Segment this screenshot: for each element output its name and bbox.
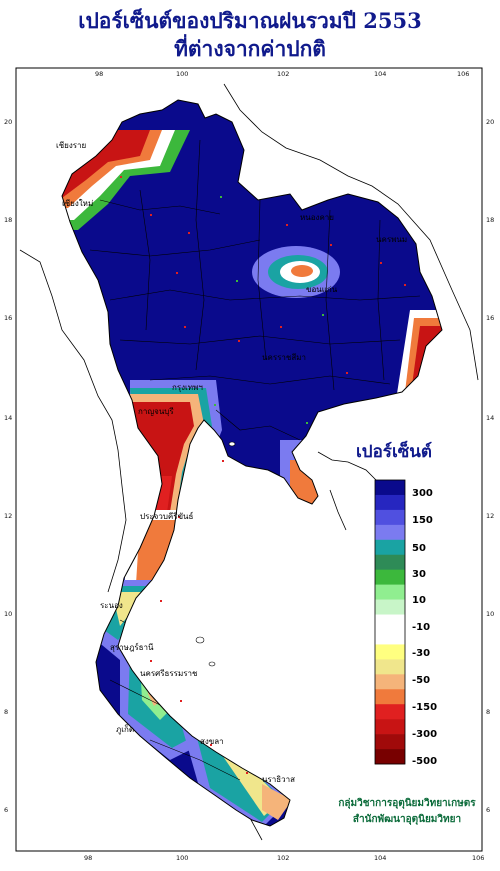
province-borders: [89, 139, 421, 781]
lat-tick-label: 10: [486, 610, 494, 618]
city-label: กาญจนบุรี: [138, 407, 174, 416]
station-dots: [120, 176, 406, 774]
lat-tick-label: 18: [486, 216, 494, 224]
city-label: ระนอง: [100, 601, 123, 610]
lon-tick-label: 100: [176, 70, 188, 78]
legend-title: เปอร์เซ็นต์: [356, 442, 432, 462]
lat-tick-label: 6: [486, 806, 490, 814]
credit-line1: กลุ่มวิชาการอุตุนิยมวิทยาเกษตร: [338, 798, 476, 809]
city-label: ขอนแก่น: [306, 285, 338, 294]
city-label: กรุงเทพฯ: [172, 383, 203, 392]
legend-color-swatch: [375, 674, 405, 690]
lat-ticks-left: 20 18 16 14 12 10 8 6: [4, 118, 12, 814]
lat-tick-label: 8: [486, 708, 490, 716]
lon-tick-label: 104: [374, 854, 386, 862]
city-label: นครศรีธรรมราช: [140, 669, 198, 678]
city-label: ภูเก็ต: [116, 724, 134, 735]
lon-tick-label: 106: [457, 70, 469, 78]
city-label: สงขลา: [200, 737, 224, 746]
city-label: เชียงราย: [56, 141, 86, 150]
lon-tick-label: 104: [374, 70, 386, 78]
legend-color-swatch: [375, 524, 405, 541]
legend-label: -10: [412, 622, 431, 633]
city-labels: เชียงราย เชียงใหม่ หนองคาย นครพนม ขอนแก่…: [56, 141, 407, 784]
lon-ticks-bottom: 98 100 102 104 106: [84, 854, 484, 862]
legend-color-swatch: [375, 509, 405, 526]
city-label: นครราชสีมา: [262, 353, 306, 362]
legend-label: -150: [412, 702, 438, 713]
lat-tick-label: 6: [4, 806, 8, 814]
legend-label: 30: [412, 569, 426, 580]
lon-tick-label: 102: [277, 854, 289, 862]
legend-color-swatch: [375, 734, 405, 750]
legend-color-swatch: [375, 689, 405, 705]
legend-label: 300: [412, 488, 433, 499]
legend-color-swatch: [375, 614, 405, 630]
legend-color-swatch: [375, 704, 405, 720]
islands: [195, 441, 236, 667]
lon-ticks-top: 98 100 102 104 106: [95, 70, 469, 78]
legend-label: 50: [412, 543, 426, 554]
legend-color-swatch: [375, 480, 405, 496]
lat-tick-label: 12: [486, 512, 494, 520]
legend-label: -500: [412, 756, 438, 767]
legend-color-swatch: [375, 629, 405, 645]
map-title-line1: เปอร์เซ็นต์ของปริมาณฝนรวมปี 2553: [78, 8, 422, 33]
legend-color-swatch: [375, 659, 405, 675]
lon-tick-label: 102: [277, 70, 289, 78]
legend-label: 150: [412, 515, 433, 526]
lon-tick-label: 100: [176, 854, 188, 862]
lon-tick-label: 98: [95, 70, 103, 78]
city-label: เชียงใหม่: [62, 199, 93, 208]
lat-tick-label: 8: [4, 708, 8, 716]
lat-ticks-right: 20 18 16 14 12 10 8 6: [486, 118, 494, 814]
lat-tick-label: 14: [486, 414, 494, 422]
lon-tick-label: 106: [472, 854, 484, 862]
lat-tick-label: 12: [4, 512, 12, 520]
legend-color-swatch: [375, 539, 405, 556]
lat-tick-label: 16: [4, 314, 12, 322]
legend-color-swatch: [375, 584, 405, 600]
map-title-line2: ที่ต่างจากค่าปกติ: [174, 36, 326, 61]
legend-colorbar: [374, 479, 406, 765]
neighbour-borders: [19, 83, 479, 841]
city-label: สุราษฎร์ธานี: [110, 642, 154, 652]
lat-tick-label: 16: [486, 314, 494, 322]
lon-tick-label: 98: [84, 854, 92, 862]
legend-label: 10: [412, 595, 426, 606]
legend-color-swatch: [375, 494, 405, 511]
lat-tick-label: 18: [4, 216, 12, 224]
city-label: ประจวบคีรีขันธ์: [140, 511, 194, 521]
legend-label: -300: [412, 729, 438, 740]
legend-color-swatch: [375, 554, 405, 570]
legend-label: -30: [412, 648, 431, 659]
legend-color-swatch: [375, 749, 405, 765]
city-label: นราธิวาส: [262, 775, 295, 784]
legend-color-swatch: [375, 599, 405, 615]
legend-color-swatch: [375, 719, 405, 735]
legend-colorbar-border: [374, 479, 406, 765]
lat-tick-label: 14: [4, 414, 12, 422]
lat-tick-label: 20: [4, 118, 12, 126]
legend-color-swatch: [375, 569, 405, 585]
legend-label: -50: [412, 675, 431, 686]
legend-color-swatch: [375, 644, 405, 660]
city-label: หนองคาย: [300, 213, 334, 222]
city-label: นครพนม: [376, 235, 407, 244]
lat-tick-label: 10: [4, 610, 12, 618]
lat-tick-label: 20: [486, 118, 494, 126]
credit-line2: สำนักพัฒนาอุตุนิยมวิทยา: [352, 814, 462, 825]
